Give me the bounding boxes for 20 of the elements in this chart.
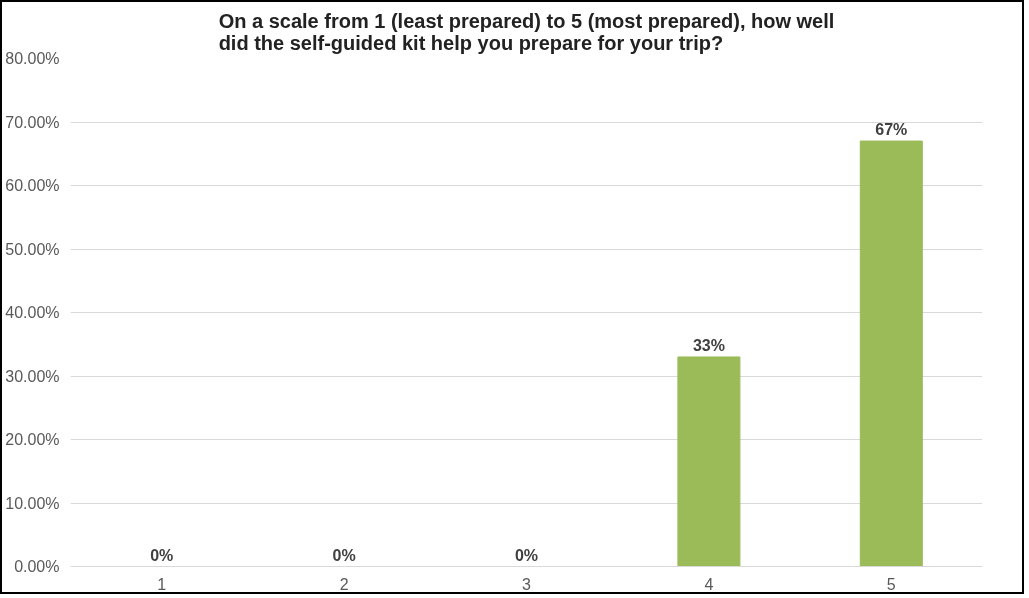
x-tick-label: 2 [339,575,349,593]
data-label: 0% [514,546,539,564]
data-label: 0% [150,546,174,564]
y-tick-label: 60.00% [5,177,60,194]
x-tick-label: 1 [157,575,167,593]
data-label: 33% [692,336,725,354]
y-tick-label: 70.00% [5,113,60,131]
y-tick-label: 80.00% [5,50,60,67]
data-label: 0% [332,546,356,564]
chart-title: On a scale from 1 (least prepared) to 5 (most prepared), how well did the self-guided kit help you prepare for your trip? [218,9,835,54]
y-tick-label: 30.00% [5,367,60,385]
y-tick-label: 50.00% [5,240,60,258]
y-tick-label: 10.00% [5,494,60,512]
y-tick-label: 0.00% [14,558,60,575]
data-label: 67% [875,121,908,139]
x-tick-label: 5 [886,575,896,593]
y-tick-label: 40.00% [5,304,60,321]
x-tick-label: 3 [522,575,532,593]
x-tick-label: 4 [704,575,714,593]
y-tick-label: 20.00% [5,431,60,448]
